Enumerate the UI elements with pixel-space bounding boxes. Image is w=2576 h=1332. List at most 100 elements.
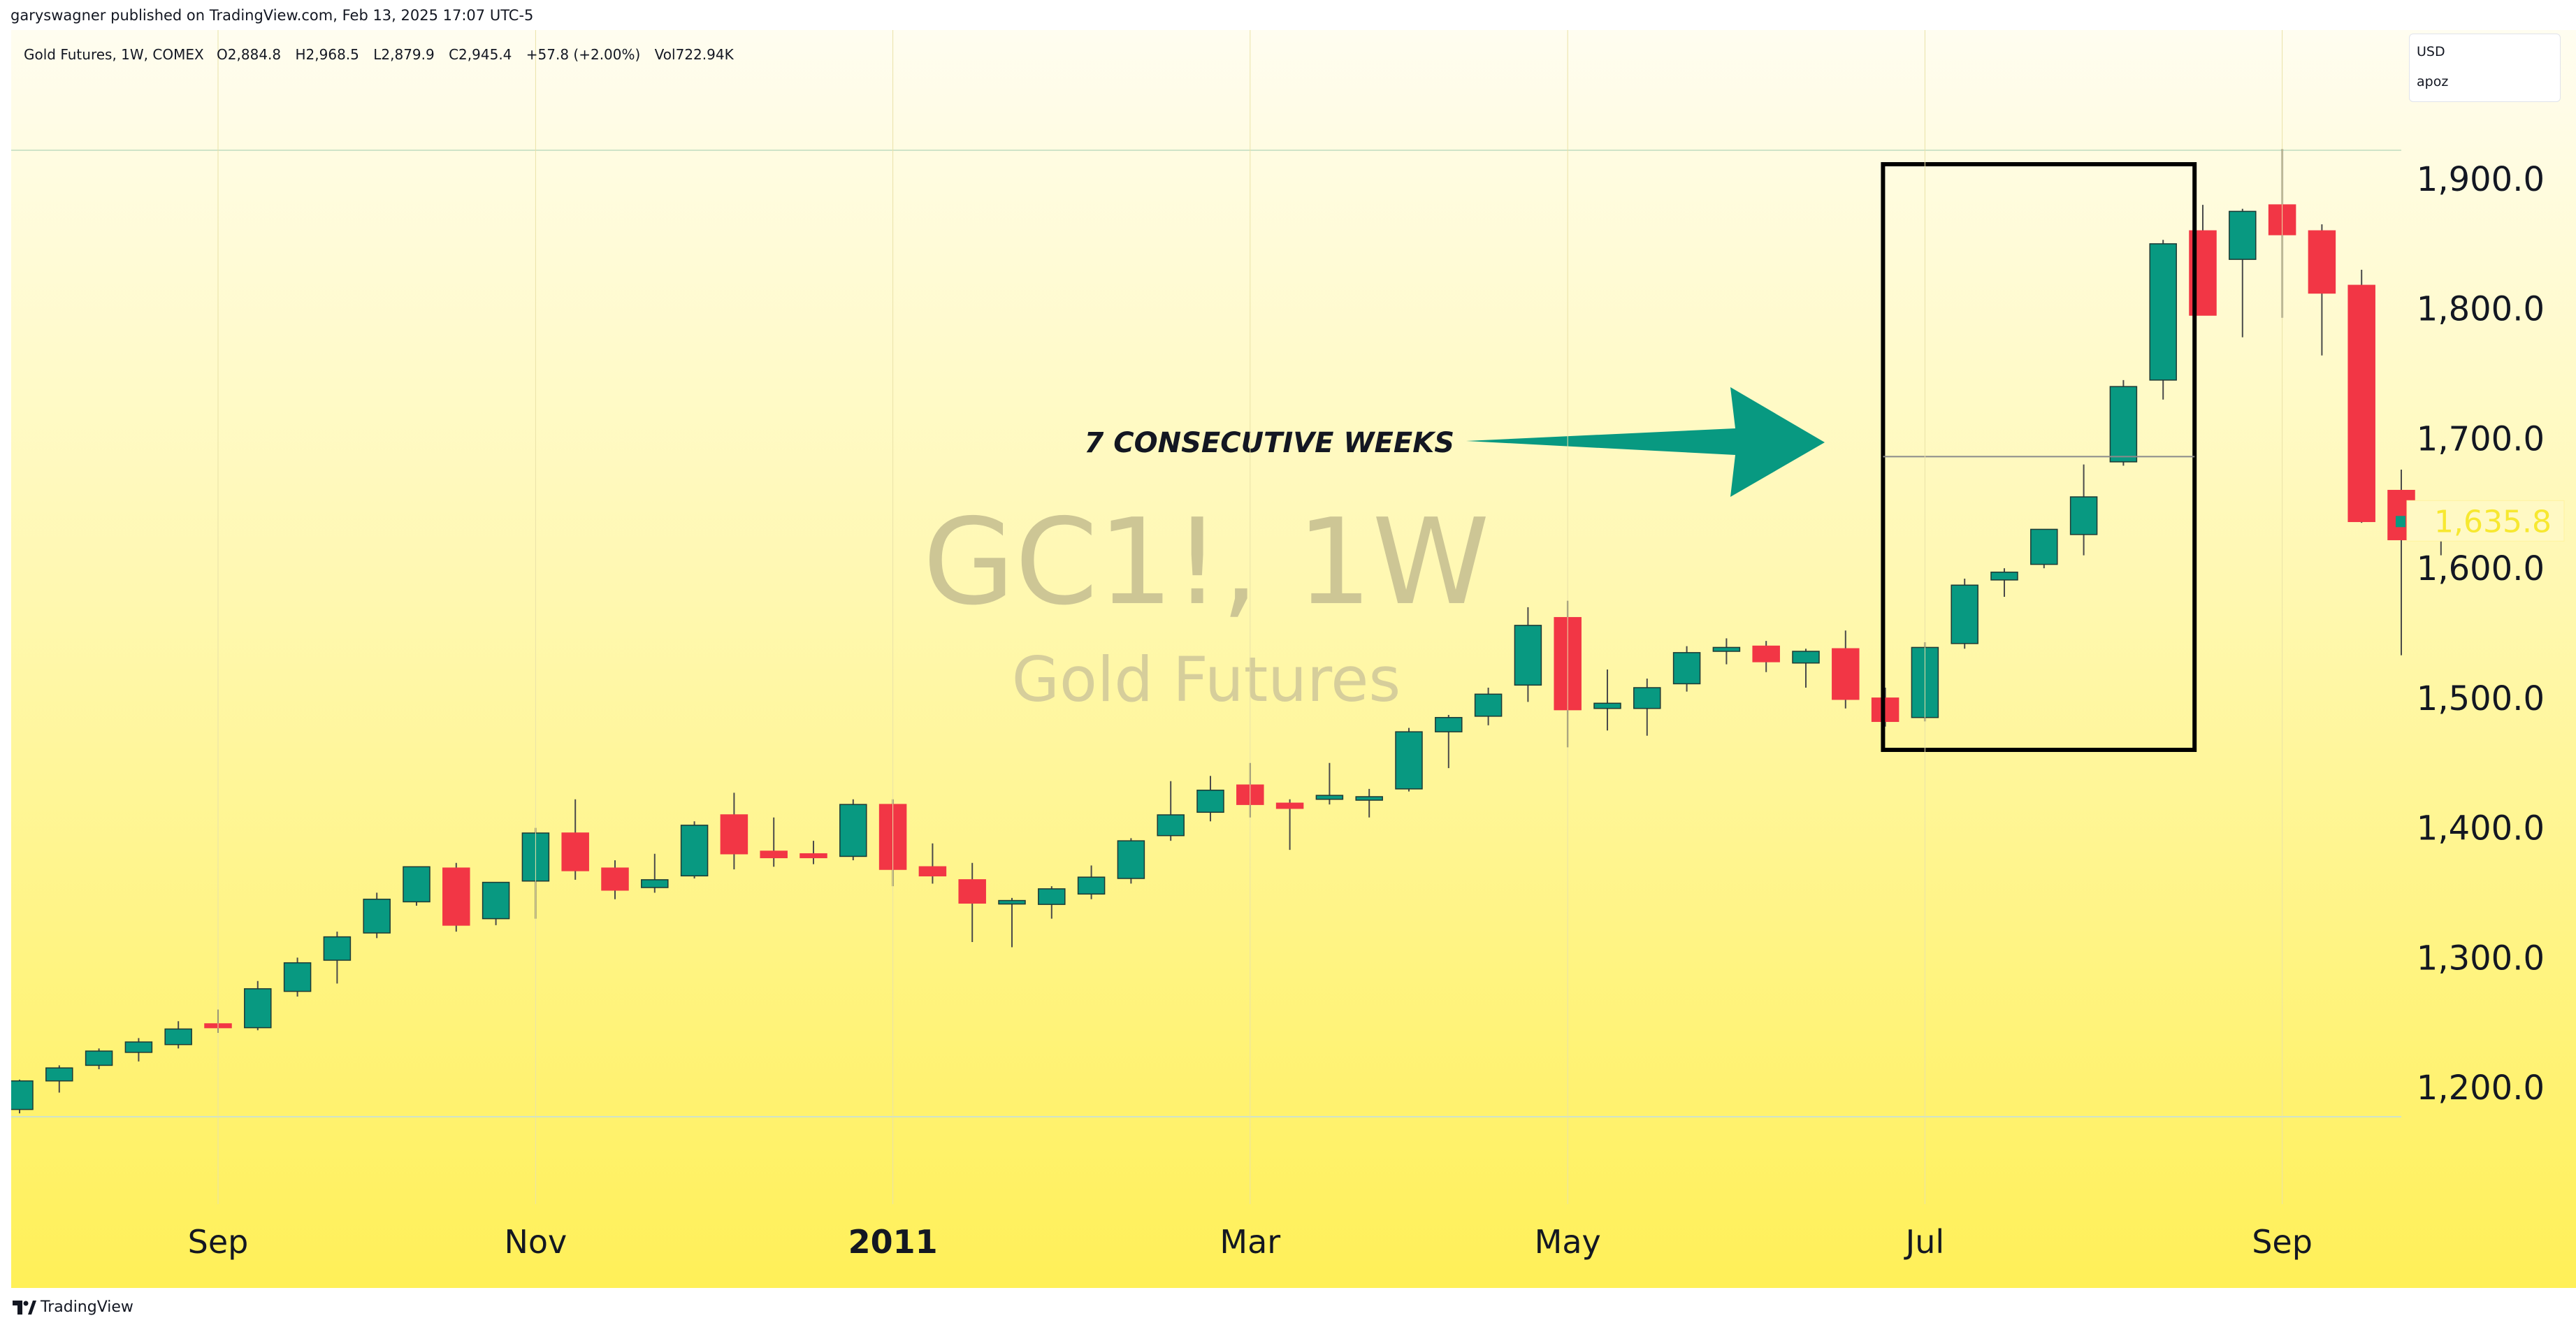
tradingview-logo-icon <box>13 1300 36 1315</box>
candle <box>244 980 272 1031</box>
currency-selector[interactable]: USD apoz <box>2409 34 2561 102</box>
candlestick-chart[interactable]: GC1!, 1W Gold Futures 7 CONSECUTIVE WEEK… <box>11 30 2576 1288</box>
candle-body <box>482 881 510 920</box>
x-tick-label: Sep <box>2252 1223 2313 1261</box>
legend-low: L2,879.9 <box>373 46 435 63</box>
candle <box>45 1065 73 1093</box>
candle-body <box>1395 731 1423 790</box>
candle-body <box>2069 496 2098 535</box>
candle-body <box>998 899 1026 905</box>
candle-body <box>2229 210 2257 260</box>
candle-body <box>85 1050 113 1066</box>
y-tick-label: 1,300.0 <box>2417 939 2545 978</box>
candle <box>1752 641 1780 672</box>
candle <box>958 862 986 942</box>
current-price-label: 1,635.8 <box>2434 504 2552 540</box>
candle <box>2149 240 2177 400</box>
candle-body <box>323 936 352 961</box>
y-tick-label: 1,700.0 <box>2417 419 2545 458</box>
last-candle-stub <box>2396 516 2405 528</box>
candle-body <box>2030 528 2058 565</box>
candle-body <box>45 1067 73 1082</box>
candle <box>799 841 827 864</box>
x-tick-label: Mar <box>1220 1223 1280 1261</box>
candle-body <box>1951 584 1978 644</box>
y-tick-label: 1,500.0 <box>2417 679 2545 718</box>
candle <box>1871 688 1900 727</box>
candle-body <box>839 804 867 857</box>
candle <box>839 799 867 860</box>
candle <box>1315 762 1344 805</box>
candle <box>561 799 589 880</box>
candle-body <box>124 1041 153 1053</box>
candle <box>11 1079 34 1114</box>
candle <box>1038 886 1066 919</box>
publish-info: garyswagner published on TradingView.com… <box>10 7 534 24</box>
candle <box>363 892 391 939</box>
y-tick-label: 1,400.0 <box>2417 809 2545 848</box>
candle <box>164 1021 192 1049</box>
candle <box>998 897 1026 948</box>
candle <box>1712 638 1741 665</box>
candle <box>1474 688 1503 725</box>
candle-body <box>2149 243 2177 381</box>
legend-volume: Vol722.94K <box>654 46 734 63</box>
candle <box>1196 776 1224 822</box>
candle <box>641 853 669 893</box>
candle <box>1951 579 1978 649</box>
candle-body <box>720 814 748 855</box>
candle <box>2308 224 2336 356</box>
y-tick-label: 1,600.0 <box>2417 549 2545 588</box>
currency-label[interactable]: USD <box>2417 44 2445 59</box>
chart-area[interactable]: GC1!, 1W Gold Futures 7 CONSECUTIVE WEEK… <box>11 30 2576 1288</box>
candle <box>1672 646 1701 692</box>
candle-body <box>760 850 788 859</box>
candle <box>1514 607 1542 702</box>
candle <box>1792 649 1820 688</box>
y-tick-label: 1,800.0 <box>2417 290 2545 329</box>
candle <box>2030 528 2058 569</box>
candle-body <box>1514 625 1542 686</box>
symbol-legend: Gold Futures, 1W, COMEX O2,884.8 H2,968.… <box>24 46 752 63</box>
candle-body <box>1593 702 1621 709</box>
candle <box>1355 788 1383 818</box>
candle-body <box>1871 697 1900 723</box>
candle <box>1593 669 1621 731</box>
candle-body <box>641 879 669 888</box>
candle <box>2069 464 2098 556</box>
candle <box>1275 799 1304 850</box>
watermark-ticker: GC1!, 1W <box>922 493 1489 632</box>
candle <box>760 817 788 867</box>
candle <box>1435 715 1463 769</box>
candle <box>2347 270 2375 523</box>
candle-body <box>403 866 430 903</box>
y-axis: 1,200.0 1,300.0 1,400.0 1,500.0 1,600.0 1,700… <box>2396 160 2565 1108</box>
chart-background <box>11 30 2576 1288</box>
legend-close: C2,945.4 <box>449 46 512 63</box>
candle-body <box>2347 284 2375 523</box>
candle-body <box>1315 795 1344 800</box>
candle-body <box>1196 789 1224 813</box>
candle <box>124 1038 153 1062</box>
candle-body <box>601 867 629 891</box>
candle-body <box>2109 386 2138 463</box>
watermark-name: Gold Futures <box>1012 644 1401 716</box>
footer-brand[interactable]: TradingView <box>13 1298 133 1316</box>
candle-body <box>1435 716 1463 732</box>
candle-body <box>363 898 391 934</box>
legend-change: +57.8 (+2.00%) <box>526 46 641 63</box>
candle <box>720 792 748 869</box>
candle-body <box>799 853 827 859</box>
candle-body <box>918 866 947 877</box>
footer-brand-label: TradingView <box>41 1298 133 1316</box>
x-tick-label: Sep <box>188 1223 249 1261</box>
candle-body <box>1117 840 1145 879</box>
candle-body <box>283 962 312 992</box>
x-tick-label: Nov <box>505 1223 567 1261</box>
legend-open: O2,884.8 <box>217 46 282 63</box>
scale-mode-label[interactable]: apoz <box>2417 74 2449 89</box>
candle-body <box>1633 687 1661 709</box>
candle <box>1395 727 1423 792</box>
candle-body <box>1157 814 1185 837</box>
candle-body <box>958 879 986 904</box>
